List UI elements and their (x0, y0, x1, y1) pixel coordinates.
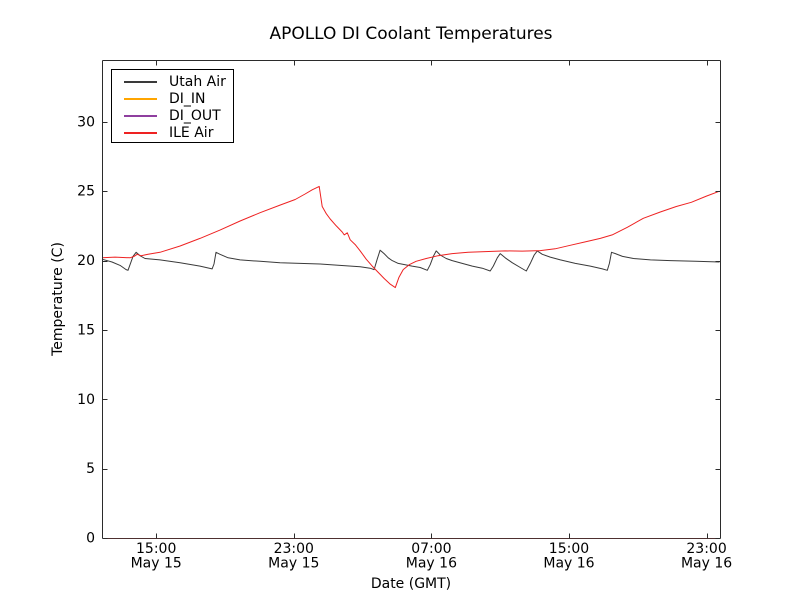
x-tick-label-date: May 15 (268, 556, 319, 572)
y-tick-label: 30 (77, 114, 95, 130)
x-tick-label-time: 15:00 (549, 541, 589, 557)
legend-label-di-in: DI_IN (169, 90, 206, 107)
legend-line-swatch-utah-air (124, 80, 157, 83)
legend-label-ile-air: ILE Air (169, 124, 214, 141)
chart-title: APOLLO DI Coolant Temperatures (269, 24, 553, 44)
x-tick-label-date: May 16 (406, 556, 457, 572)
y-tick-label: 25 (77, 184, 95, 200)
series-line-ile-air (101, 185, 720, 289)
x-tick-label-time: 07:00 (411, 541, 451, 557)
x-tick-label-time: 23:00 (274, 541, 314, 557)
y-tick-label: 0 (86, 531, 95, 547)
x-tick-label-time: 15:00 (136, 541, 176, 557)
legend-label-di-out: DI_OUT (169, 107, 221, 124)
x-tick-label-time: 23:00 (686, 541, 726, 557)
x-tick-label-date: May 16 (543, 556, 594, 572)
legend-line-swatch-di-out (124, 114, 157, 117)
legend-item-ile-air: ILE Air (124, 124, 233, 141)
legend-label-utah-air: Utah Air (169, 73, 226, 90)
y-tick-label: 15 (77, 322, 95, 338)
x-tick-label-date: May 15 (131, 556, 182, 572)
legend-item-di-in: DI_IN (124, 90, 233, 107)
x-axis-label: Date (GMT) (370, 576, 452, 592)
y-tick-label: 20 (77, 253, 95, 269)
legend: Utah Air DI_IN DI_OUT ILE Air (111, 69, 234, 143)
y-tick-label: 10 (77, 392, 95, 408)
legend-line-swatch-di-in (124, 97, 157, 100)
y-tick-label: 5 (86, 461, 95, 477)
legend-line-swatch-ile-air (124, 131, 157, 134)
legend-item-di-out: DI_OUT (124, 107, 233, 124)
legend-item-utah-air: Utah Air (124, 73, 233, 90)
y-axis-label: Temperature (C) (50, 242, 66, 356)
x-tick-label-date: May 16 (681, 556, 732, 572)
series-line-utah-air (101, 249, 720, 272)
